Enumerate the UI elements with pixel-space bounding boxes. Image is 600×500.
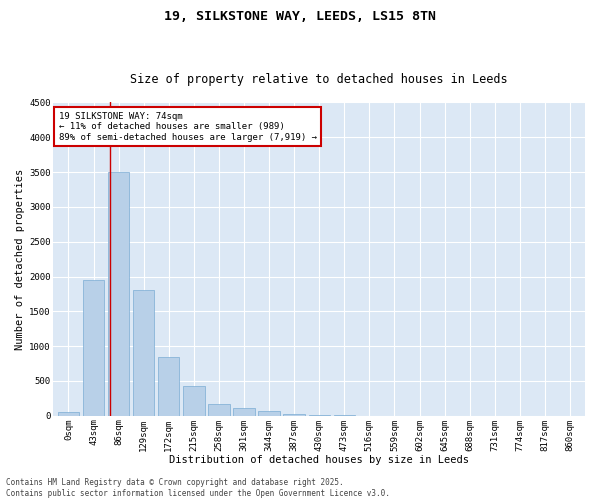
Bar [283,414,305,416]
Bar [83,280,104,416]
Bar [308,415,330,416]
Title: Size of property relative to detached houses in Leeds: Size of property relative to detached ho… [130,73,508,86]
Bar [183,386,205,416]
Bar [233,408,254,416]
X-axis label: Distribution of detached houses by size in Leeds: Distribution of detached houses by size … [169,455,469,465]
Text: Contains HM Land Registry data © Crown copyright and database right 2025.
Contai: Contains HM Land Registry data © Crown c… [6,478,390,498]
Bar [208,404,230,416]
Bar [133,290,154,416]
Text: 19 SILKSTONE WAY: 74sqm
← 11% of detached houses are smaller (989)
89% of semi-d: 19 SILKSTONE WAY: 74sqm ← 11% of detache… [59,112,317,142]
Bar [259,412,280,416]
Bar [158,356,179,416]
Bar [58,412,79,416]
Text: 19, SILKSTONE WAY, LEEDS, LS15 8TN: 19, SILKSTONE WAY, LEEDS, LS15 8TN [164,10,436,23]
Bar [108,172,129,416]
Y-axis label: Number of detached properties: Number of detached properties [15,168,25,350]
